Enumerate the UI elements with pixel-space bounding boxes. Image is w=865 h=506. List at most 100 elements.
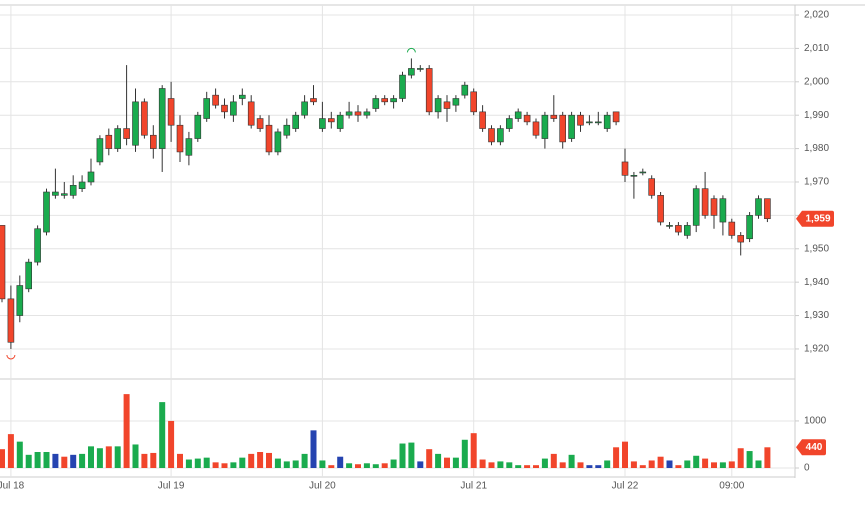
candle-body <box>69 185 77 196</box>
candle-body <box>301 101 308 116</box>
candle-body <box>0 225 6 300</box>
candle-body <box>78 181 86 189</box>
candle-body <box>461 84 469 96</box>
grid <box>0 5 795 477</box>
low-marker <box>6 354 16 360</box>
candle-body <box>176 124 184 153</box>
volume-bar <box>630 461 637 468</box>
candle-body <box>247 101 255 126</box>
volume-bar <box>533 465 539 468</box>
volume-bar <box>639 465 646 468</box>
candle-body <box>60 193 68 196</box>
candle-body <box>559 114 567 143</box>
y-tick-label: 1,990 <box>804 110 829 121</box>
volume-tick-label: 1000 <box>804 416 827 427</box>
volume-bar <box>577 462 584 468</box>
candle-body <box>283 124 291 136</box>
volume-bar <box>337 456 344 468</box>
volume-bar <box>43 452 50 468</box>
volume-bar <box>257 452 264 468</box>
volume-bar <box>452 457 459 468</box>
candle-body <box>203 98 210 119</box>
candle-body <box>594 121 602 124</box>
candle-body <box>52 191 59 196</box>
candle-body <box>675 225 682 233</box>
candle-body <box>327 118 335 123</box>
volume-bar <box>123 394 130 468</box>
volume-bar <box>381 463 388 468</box>
candle-body <box>443 101 451 109</box>
volume-bar <box>25 454 32 468</box>
candle-body <box>381 98 389 103</box>
volume-bar <box>755 460 762 468</box>
candle-body <box>425 68 433 113</box>
volume-bar <box>283 461 290 468</box>
volume-bar <box>488 462 495 468</box>
volume-bar <box>310 430 317 468</box>
marks <box>0 47 771 468</box>
volume-bar <box>355 464 361 468</box>
volume-bar <box>0 449 5 468</box>
volume-bar <box>150 452 157 468</box>
volume-bar <box>88 446 94 468</box>
volume-bar <box>586 465 593 468</box>
candle-body <box>639 171 647 174</box>
candle-body <box>666 225 673 227</box>
candle-body <box>96 138 104 163</box>
candle-body <box>630 175 638 177</box>
high-marker <box>406 47 416 53</box>
volume-bar <box>185 459 192 468</box>
candle-body <box>372 98 380 109</box>
volume-bar <box>328 465 335 468</box>
candle-body <box>16 285 24 316</box>
y-tick-label: 2,010 <box>804 43 829 54</box>
candle-body <box>532 121 540 136</box>
candle-body <box>408 68 415 76</box>
candle-body <box>256 118 264 129</box>
candle-body <box>719 198 727 223</box>
volume-bar <box>506 462 513 468</box>
volume-bar <box>105 446 112 468</box>
volume-bar <box>426 449 433 468</box>
candle-body <box>505 118 513 129</box>
volume-bar <box>141 453 148 468</box>
candle-body <box>336 114 344 129</box>
volume-bar <box>675 465 682 468</box>
candle-body <box>657 195 664 223</box>
candle-body <box>577 114 584 126</box>
candle-body <box>470 91 478 113</box>
candle-body <box>167 98 175 126</box>
candle-body <box>114 128 121 149</box>
candle-body <box>399 74 406 99</box>
candle-body <box>621 161 629 176</box>
volume-bar <box>595 465 602 468</box>
candle-body <box>25 261 33 290</box>
candle-body <box>185 138 193 156</box>
x-tick-label: 09:00 <box>719 481 744 492</box>
x-tick-label: Jul 18 <box>0 481 25 492</box>
candle-body <box>354 111 362 116</box>
x-tick-label: Jul 20 <box>309 481 336 492</box>
last-volume-box <box>796 439 826 456</box>
volume-bar <box>203 457 210 468</box>
candle-body <box>683 225 691 236</box>
last-volume-label: 440 <box>806 442 823 453</box>
volume-bar <box>301 453 308 468</box>
volume-bar <box>470 433 477 468</box>
candle-body <box>514 111 522 119</box>
last-price-box <box>796 210 834 227</box>
volume-bar <box>497 461 504 468</box>
y-tick-label: 1,980 <box>804 143 829 154</box>
volume-bar <box>96 448 103 468</box>
volume-bar <box>541 458 548 468</box>
volume-bar <box>399 443 406 468</box>
candle-body <box>488 128 495 143</box>
candle-body <box>230 101 237 116</box>
candle-body <box>416 68 424 70</box>
candle-body <box>523 114 531 123</box>
volume-bar <box>212 462 219 468</box>
candle-body <box>7 298 15 343</box>
candle-body <box>239 94 246 99</box>
x-tick-label: Jul 22 <box>612 481 639 492</box>
